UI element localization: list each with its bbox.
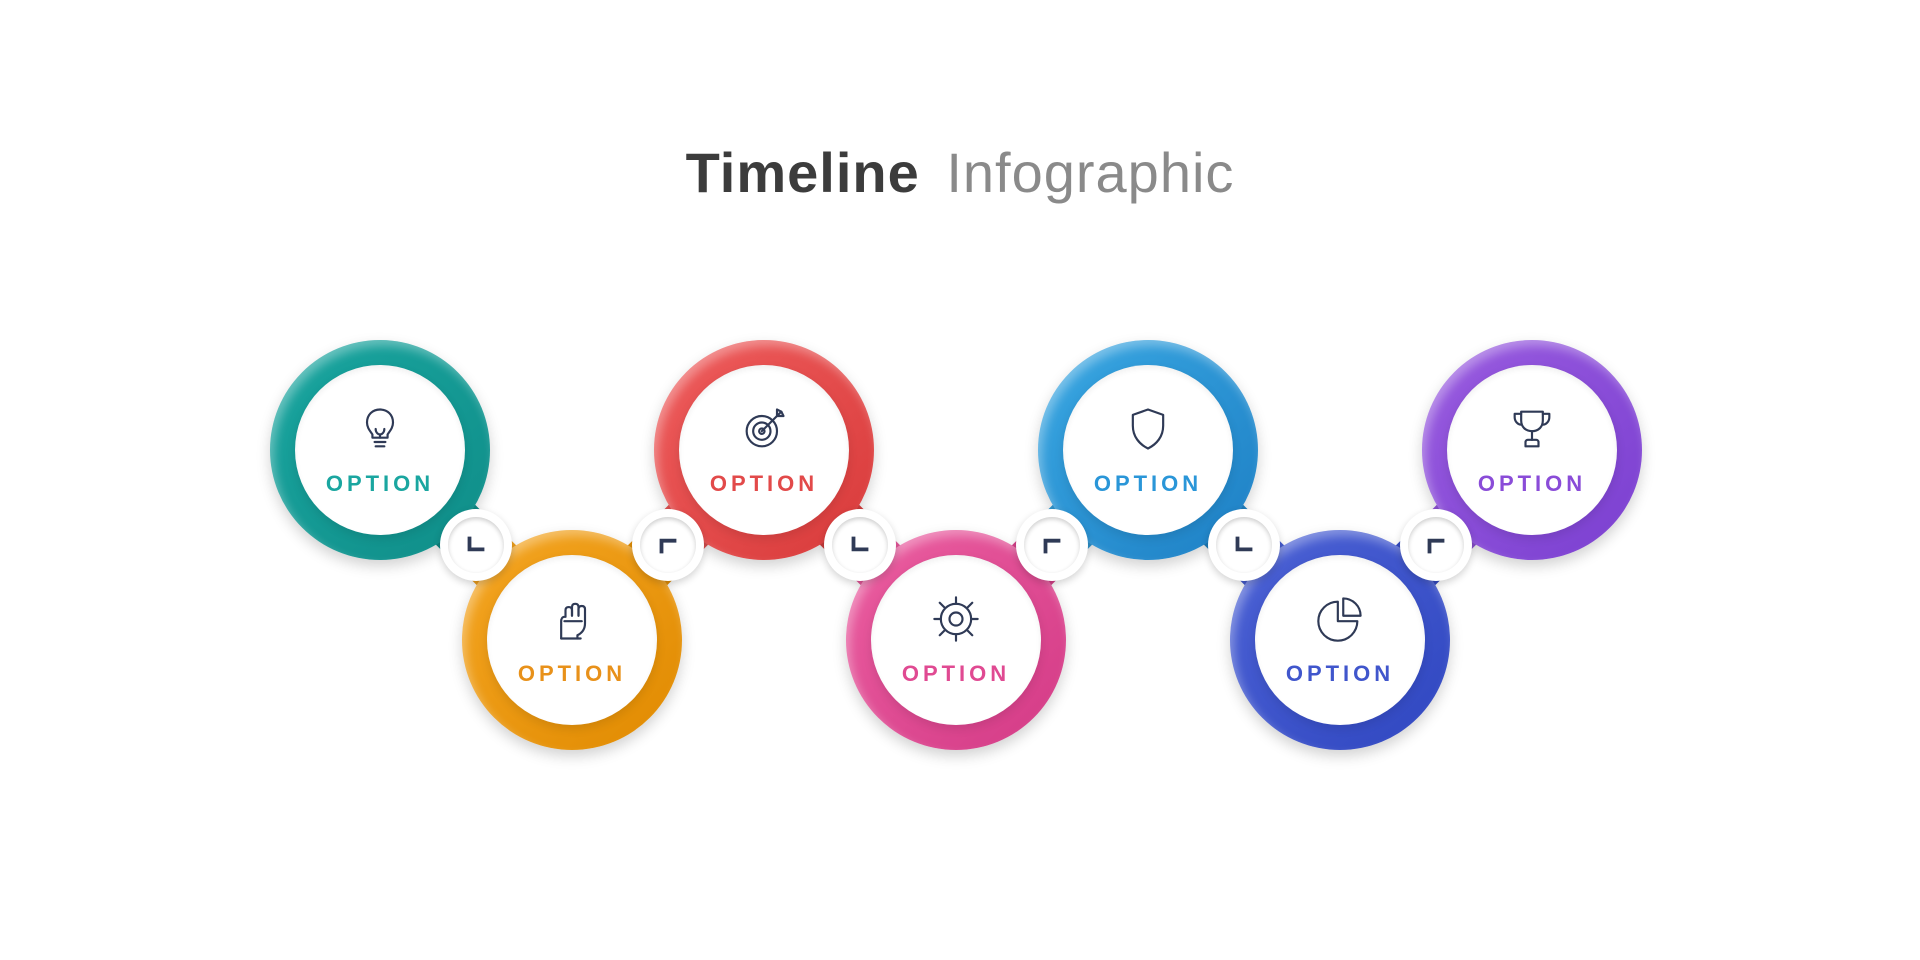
- trophy-icon: [1506, 403, 1558, 455]
- connector-joint: [1016, 509, 1088, 581]
- node-inner: OPTION: [295, 365, 465, 535]
- connector-joint: [1400, 509, 1472, 581]
- node-label: OPTION: [1094, 471, 1202, 497]
- bulb-icon: [354, 403, 406, 455]
- gear-icon: [930, 593, 982, 645]
- node-label: OPTION: [326, 471, 434, 497]
- node-label: OPTION: [1286, 661, 1394, 687]
- connector-joint: [824, 509, 896, 581]
- node-inner: OPTION: [679, 365, 849, 535]
- arrow-icon: [448, 517, 504, 573]
- arrow-icon: [1216, 517, 1272, 573]
- pie-icon: [1314, 593, 1366, 645]
- node-inner: OPTION: [1063, 365, 1233, 535]
- fist-icon: [546, 593, 598, 645]
- node-label: OPTION: [518, 661, 626, 687]
- node-inner: OPTION: [1255, 555, 1425, 725]
- arrow-icon: [1024, 517, 1080, 573]
- node-label: OPTION: [710, 471, 818, 497]
- arrow-icon: [832, 517, 888, 573]
- connector-joint: [1208, 509, 1280, 581]
- arrow-icon: [640, 517, 696, 573]
- node-label: OPTION: [1478, 471, 1586, 497]
- node-inner: OPTION: [1447, 365, 1617, 535]
- connector-joint: [632, 509, 704, 581]
- node-inner: OPTION: [871, 555, 1041, 725]
- timeline-stage: OPTION OPTION OPTION OPTION OPTION OPTIO…: [0, 0, 1920, 960]
- node-label: OPTION: [902, 661, 1010, 687]
- node-inner: OPTION: [487, 555, 657, 725]
- target-icon: [738, 403, 790, 455]
- shield-icon: [1122, 403, 1174, 455]
- arrow-icon: [1408, 517, 1464, 573]
- connector-joint: [440, 509, 512, 581]
